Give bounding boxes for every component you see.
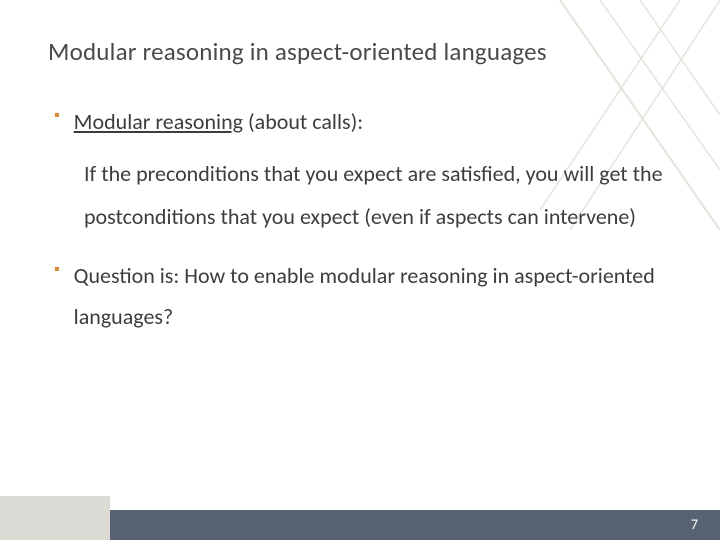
- bullet-item: ▪ Question is: How to enable modular rea…: [54, 255, 672, 339]
- footer-accent-dark: [110, 510, 720, 540]
- footer-bar: 7: [0, 496, 720, 540]
- footer-accent-light: [0, 496, 110, 540]
- page-number: 7: [691, 516, 698, 533]
- slide-body: ▪ Modular reasoning (about calls): If th…: [48, 101, 672, 338]
- bullet-lead: Modular reasoning: [74, 108, 243, 135]
- bullet-marker-icon: ▪: [54, 255, 60, 285]
- slide-title: Modular reasoning in aspect-oriented lan…: [48, 36, 672, 67]
- bullet-marker-icon: ▪: [54, 101, 60, 131]
- bullet-item: ▪ Modular reasoning (about calls):: [54, 101, 672, 143]
- bullet-text: Question is: How to enable modular reaso…: [74, 255, 672, 339]
- bullet-subtext: If the preconditions that you expect are…: [84, 153, 672, 239]
- bullet-tail: (about calls):: [243, 108, 363, 135]
- bullet-text: Modular reasoning (about calls):: [74, 101, 364, 143]
- bullet-lead: Question is: How to enable modular reaso…: [74, 262, 655, 331]
- slide-container: Modular reasoning in aspect-oriented lan…: [0, 0, 720, 540]
